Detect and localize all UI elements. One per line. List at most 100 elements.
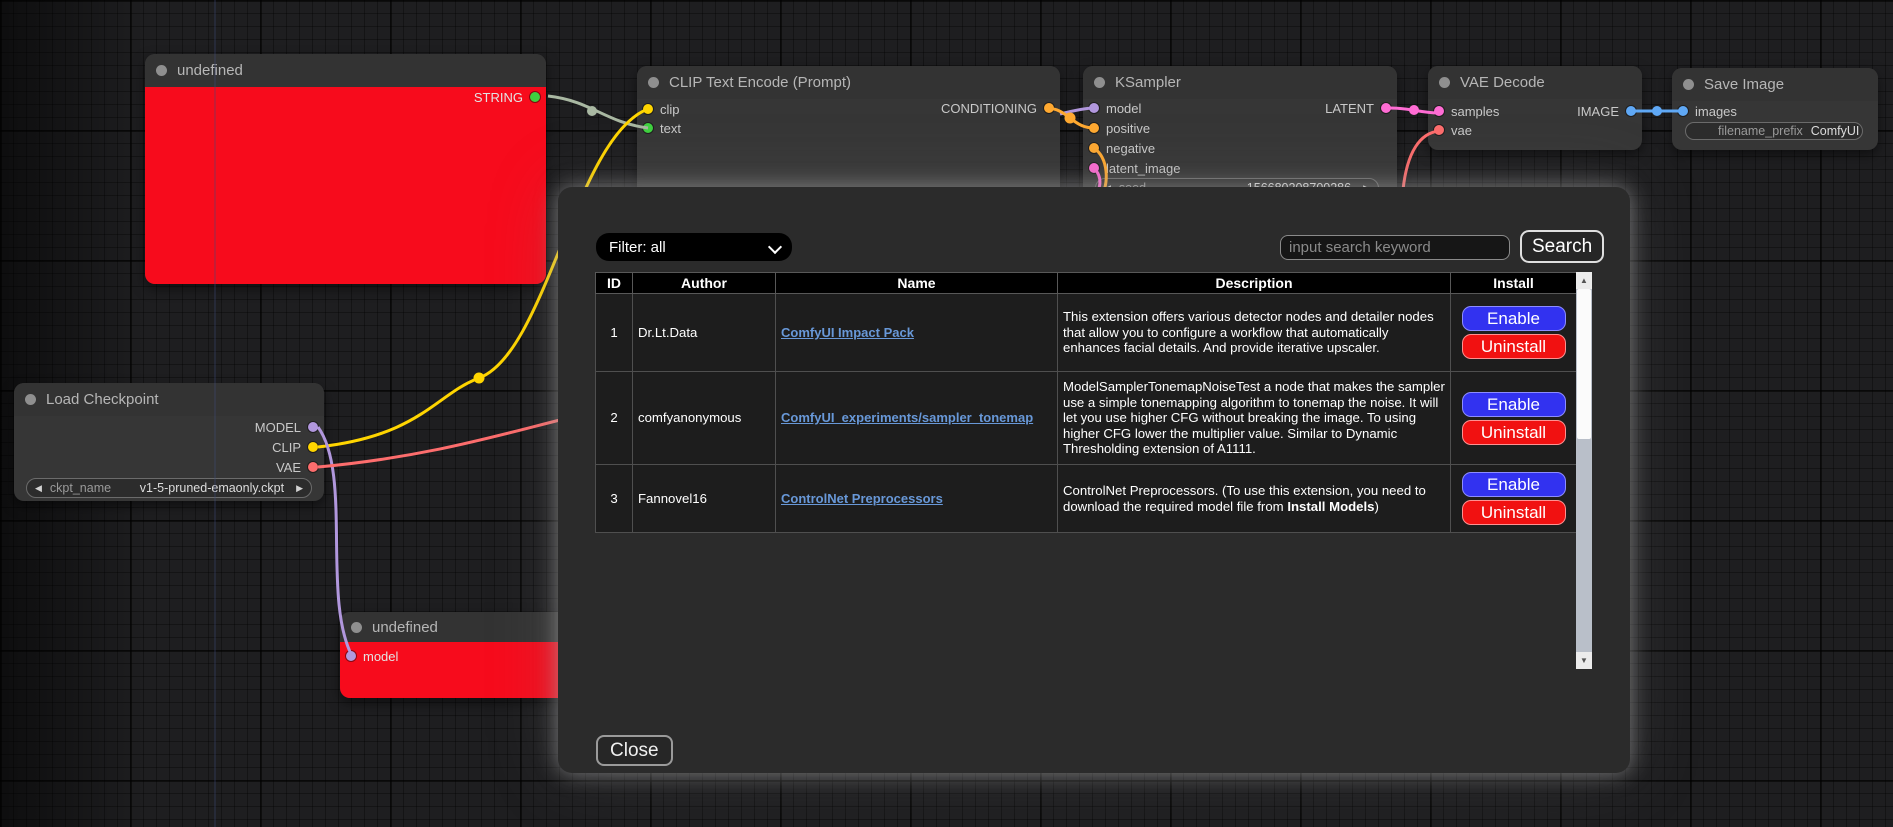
cell-description: ModelSamplerTonemapNoiseTest a node that… xyxy=(1057,371,1451,465)
cell-author: comfyanonymous xyxy=(632,371,776,465)
input-port-images[interactable] xyxy=(1678,106,1688,116)
node-vae-decode[interactable]: VAE Decode samples vae IMAGE xyxy=(1428,66,1642,150)
port-label: VAE xyxy=(275,459,301,475)
widget-label: filename_prefix xyxy=(1718,124,1803,138)
col-header-description: Description xyxy=(1057,272,1451,294)
uninstall-button[interactable]: Uninstall xyxy=(1461,500,1566,525)
filter-dropdown-wrap: Filter: all xyxy=(596,233,792,261)
filename-prefix-widget[interactable]: filename_prefix ComfyUI xyxy=(1685,122,1863,140)
uninstall-button[interactable]: Uninstall xyxy=(1461,334,1566,359)
node-title: Save Image xyxy=(1704,76,1785,93)
extension-link[interactable]: ComfyUI_experiments/sampler_tonemap xyxy=(781,410,1034,426)
port-label: vae xyxy=(1451,122,1472,138)
cell-id: 2 xyxy=(595,371,633,465)
link-vae-left-segment xyxy=(317,415,573,469)
cell-author: Fannovel16 xyxy=(632,464,776,533)
output-port-string[interactable] xyxy=(530,92,540,102)
node-collapse-icon[interactable] xyxy=(25,394,36,405)
node-collapse-icon[interactable] xyxy=(156,65,167,76)
link-string-to-text xyxy=(547,94,649,130)
uninstall-button[interactable]: Uninstall xyxy=(1461,419,1566,445)
output-port-conditioning[interactable] xyxy=(1044,103,1054,113)
node-undefined-string[interactable]: undefined STRING xyxy=(145,54,546,284)
table-row: 1 Dr.Lt.Data ComfyUI Impact Pack This ex… xyxy=(595,293,1577,372)
node-title: Load Checkpoint xyxy=(46,391,159,408)
table-header-row: ID Author Name Description Install xyxy=(595,272,1577,294)
port-label: CONDITIONING xyxy=(940,100,1037,116)
table-scrollbar[interactable]: ▲ ▼ xyxy=(1576,272,1592,669)
extension-table-scroll-area: ID Author Name Description Install 1 Dr.… xyxy=(595,272,1592,669)
link-midpoint-dot xyxy=(1064,112,1076,124)
extension-link[interactable]: ComfyUI Impact Pack xyxy=(781,324,914,340)
enable-button[interactable]: Enable xyxy=(1461,472,1566,497)
port-label: MODEL xyxy=(254,419,301,435)
table-row: 2 comfyanonymous ComfyUI_experiments/sam… xyxy=(595,371,1577,465)
input-port-samples[interactable] xyxy=(1434,106,1444,116)
node-title: VAE Decode xyxy=(1460,74,1545,91)
search-button[interactable]: Search xyxy=(1520,230,1605,263)
port-label: LATENT xyxy=(1325,100,1374,116)
ckpt-name-widget[interactable]: ◀ ckpt_name v1-5-pruned-emaonly.ckpt ▶ xyxy=(26,478,312,498)
input-port-model[interactable] xyxy=(1089,103,1099,113)
scroll-down-icon[interactable]: ▼ xyxy=(1576,652,1592,669)
input-port-positive[interactable] xyxy=(1089,123,1099,133)
scroll-up-icon[interactable]: ▲ xyxy=(1576,272,1592,289)
output-port-model[interactable] xyxy=(308,422,318,432)
widget-label: ckpt_name xyxy=(49,481,112,495)
node-collapse-icon[interactable] xyxy=(1439,77,1450,88)
port-label: STRING xyxy=(473,89,523,105)
scrollbar-thumb[interactable] xyxy=(1577,289,1591,439)
port-label: images xyxy=(1695,103,1737,119)
node-load-checkpoint[interactable]: Load Checkpoint MODEL CLIP VAE ◀ ckpt_na… xyxy=(14,383,324,501)
port-label: negative xyxy=(1106,140,1156,156)
node-title: undefined xyxy=(372,618,438,636)
col-header-author: Author xyxy=(632,272,776,294)
input-port-negative[interactable] xyxy=(1089,143,1099,153)
node-collapse-icon[interactable] xyxy=(648,77,659,88)
port-label: text xyxy=(660,120,681,136)
widget-arrow-left-icon[interactable]: ◀ xyxy=(35,483,42,493)
node-collapse-icon[interactable] xyxy=(351,621,362,633)
link-midpoint-dot xyxy=(1409,105,1419,115)
link-midpoint-dot xyxy=(1652,106,1662,116)
node-collapse-icon[interactable] xyxy=(1094,77,1105,88)
search-input[interactable] xyxy=(1280,235,1510,260)
link-midpoint-dot xyxy=(587,106,597,116)
node-title: KSampler xyxy=(1115,74,1181,91)
close-button[interactable]: Close xyxy=(596,735,673,766)
widget-arrow-right-icon[interactable]: ▶ xyxy=(296,483,303,493)
port-label: IMAGE xyxy=(1577,103,1619,119)
cell-author: Dr.Lt.Data xyxy=(632,293,776,372)
input-port-vae[interactable] xyxy=(1434,125,1444,135)
cell-description: ControlNet Preprocessors. (To use this e… xyxy=(1057,464,1451,533)
output-port-clip[interactable] xyxy=(308,442,318,452)
input-port-model[interactable] xyxy=(346,651,356,661)
enable-button[interactable]: Enable xyxy=(1461,391,1566,417)
table-row: 3 Fannovel16 ControlNet Preprocessors Co… xyxy=(595,464,1577,533)
node-collapse-icon[interactable] xyxy=(1683,79,1694,90)
output-port-vae[interactable] xyxy=(308,462,318,472)
extension-table: ID Author Name Description Install 1 Dr.… xyxy=(595,272,1577,533)
col-header-install: Install xyxy=(1450,272,1577,294)
cell-id: 3 xyxy=(595,464,633,533)
node-save-image[interactable]: Save Image images filename_prefix ComfyU… xyxy=(1672,68,1878,150)
input-port-clip[interactable] xyxy=(643,104,653,114)
col-header-name: Name xyxy=(775,272,1058,294)
input-port-latent-image[interactable] xyxy=(1089,163,1099,173)
output-port-latent[interactable] xyxy=(1381,103,1391,113)
output-port-image[interactable] xyxy=(1626,106,1636,116)
col-header-id: ID xyxy=(595,272,633,294)
port-label: model xyxy=(363,648,399,664)
filter-dropdown[interactable]: Filter: all xyxy=(596,233,792,261)
input-port-text[interactable] xyxy=(643,123,653,133)
node-title: CLIP Text Encode (Prompt) xyxy=(669,74,852,91)
port-label: positive xyxy=(1106,120,1151,136)
widget-value: ComfyUI xyxy=(1810,124,1860,138)
enable-button[interactable]: Enable xyxy=(1461,306,1566,331)
extension-link[interactable]: ControlNet Preprocessors xyxy=(781,490,943,506)
port-label: model xyxy=(1106,100,1142,116)
port-label: latent_image xyxy=(1106,160,1181,176)
port-label: samples xyxy=(1451,103,1500,119)
cell-id: 1 xyxy=(595,293,633,372)
